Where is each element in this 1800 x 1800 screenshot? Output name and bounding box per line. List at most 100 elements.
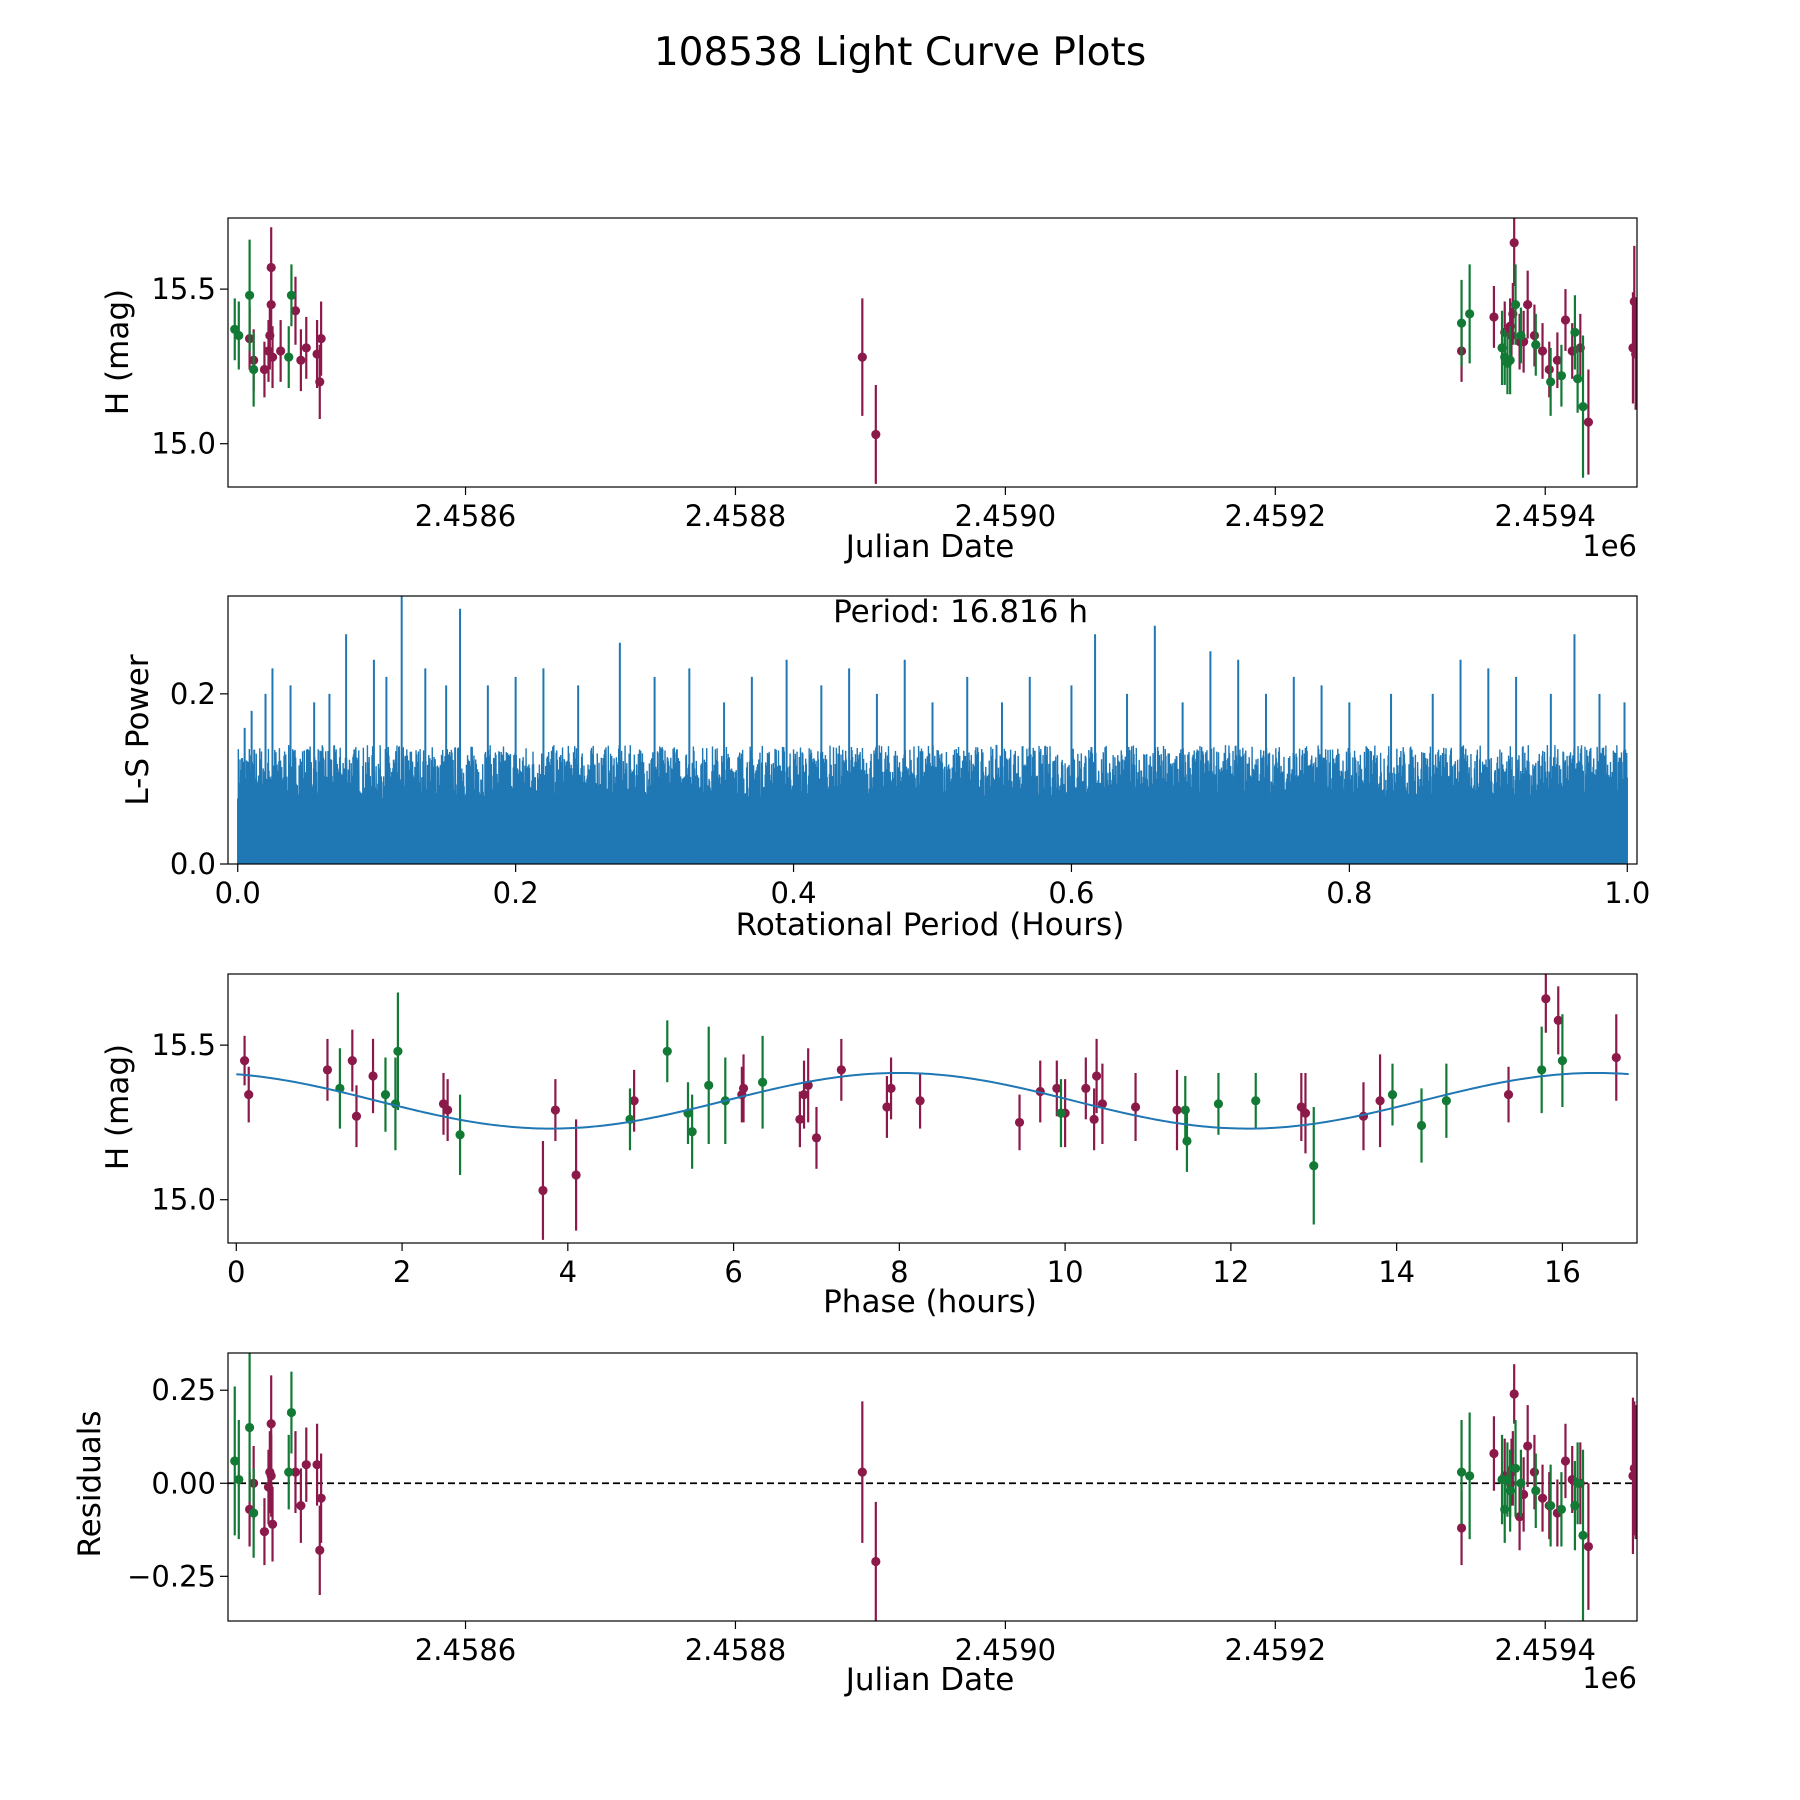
- phased-point: [1056, 1108, 1066, 1118]
- residuals-point: [1560, 1456, 1571, 1466]
- lightcurve-point: [234, 330, 244, 341]
- lightcurve-point: [249, 364, 259, 375]
- residuals-point: [234, 1474, 244, 1485]
- phased-point: [455, 1130, 465, 1140]
- lightcurve-point: [316, 333, 326, 344]
- phased-point: [1387, 1089, 1398, 1100]
- residuals-ytick-label: 0.25: [151, 1373, 216, 1407]
- phased-point: [347, 1055, 357, 1066]
- lightcurve-xtick-label: 2.4594: [1494, 499, 1595, 533]
- phased-point: [1180, 1105, 1190, 1115]
- phased-point: [1052, 1083, 1062, 1094]
- lightcurve-point: [266, 299, 276, 310]
- phased-point: [393, 1046, 403, 1056]
- residuals-ytick-label: −0.25: [127, 1559, 216, 1593]
- lightcurve-xtick-label: 2.4586: [415, 499, 516, 533]
- phased-point: [1611, 1052, 1621, 1063]
- phased-point: [1537, 1065, 1547, 1075]
- lightcurve-xtick-label: 2.4592: [1225, 499, 1326, 533]
- lightcurve-point: [266, 262, 276, 273]
- residuals-point: [1465, 1471, 1475, 1481]
- phased-point: [1014, 1117, 1025, 1128]
- phased-point: [1182, 1136, 1192, 1146]
- lightcurve-point: [1552, 355, 1562, 365]
- lightcurve-point: [1583, 417, 1594, 427]
- residuals-point: [249, 1508, 259, 1518]
- phased-xtick-label: 8: [890, 1255, 908, 1289]
- residuals-point: [1573, 1478, 1583, 1488]
- periodogram-xlabel: Rotational Period (Hours): [736, 907, 1125, 943]
- phased-point: [1541, 994, 1551, 1004]
- phased-ytick-label: 15.5: [151, 1028, 216, 1062]
- lightcurve-point: [1560, 315, 1571, 325]
- residuals-point: [244, 1422, 255, 1433]
- phased-point: [738, 1083, 749, 1094]
- residuals-point: [857, 1467, 867, 1477]
- lightcurve-point: [1570, 327, 1580, 338]
- lightcurve-point: [315, 377, 325, 387]
- lightcurve-point: [1531, 340, 1541, 350]
- phased-point: [351, 1111, 362, 1121]
- lightcurve-panel: Julian Date H (mag) 1e6 2.4586 2.4588 2.45…: [100, 217, 1638, 565]
- phased-point: [1130, 1102, 1141, 1112]
- lightcurve-point: [1578, 402, 1588, 412]
- residuals-point: [312, 1460, 322, 1470]
- residuals-point: [1509, 1389, 1519, 1399]
- residuals-ytick-label: 0.00: [151, 1466, 216, 1500]
- periodogram-xtick-label: 0.4: [770, 876, 816, 910]
- residuals-point: [1516, 1478, 1526, 1488]
- figure-title: 108538 Light Curve Plots: [654, 30, 1146, 75]
- phased-point: [244, 1089, 254, 1100]
- phased-xtick-label: 0: [227, 1255, 245, 1289]
- lightcurve-point: [290, 306, 301, 316]
- lightcurve-point: [1631, 349, 1637, 359]
- residuals-point: [290, 1467, 301, 1477]
- lightcurve-plot-frame: [227, 217, 1638, 488]
- lightcurve-point: [1573, 374, 1583, 384]
- residuals-point: [315, 1545, 325, 1555]
- residuals-point: [1546, 1501, 1556, 1511]
- lightcurve-point: [1510, 299, 1521, 310]
- phased-point: [322, 1065, 333, 1075]
- residuals-point: [301, 1460, 311, 1470]
- phased-point: [662, 1046, 672, 1056]
- periodogram-xtick-label: 0.0: [215, 876, 261, 910]
- phased-point: [886, 1083, 896, 1094]
- phased-point: [1503, 1089, 1514, 1100]
- period-annotation: Period: 16.816 h: [833, 594, 1088, 630]
- residuals-point: [1456, 1467, 1467, 1477]
- residuals-point: [1537, 1493, 1548, 1503]
- phased-point: [1309, 1161, 1319, 1171]
- phased-point: [1097, 1099, 1108, 1109]
- residuals-xtick-label: 2.4592: [1225, 1633, 1326, 1667]
- lightcurve-ylabel: H (mag): [100, 289, 136, 415]
- lightcurve-point: [1537, 346, 1548, 356]
- residuals-point: [1489, 1448, 1499, 1459]
- phased-point: [811, 1133, 822, 1143]
- residuals-xtick-label: 2.4586: [415, 1633, 516, 1667]
- phased-point: [1557, 1055, 1568, 1066]
- phased-point: [757, 1077, 768, 1087]
- lightcurve-point: [1465, 309, 1475, 319]
- residuals-plot-frame: [227, 1352, 1638, 1622]
- phased-point: [1375, 1096, 1385, 1106]
- periodogram-xtick-label: 1.0: [1604, 876, 1650, 910]
- phased-point: [1081, 1083, 1091, 1094]
- periodogram-panel: Rotational Period (Hours) L-S Power Peri…: [120, 594, 1650, 943]
- phased-point: [239, 1055, 250, 1066]
- phased-xtick-label: 2: [393, 1255, 411, 1289]
- residuals-point: [266, 1471, 276, 1481]
- lightcurve-ytick-label: 15.5: [151, 272, 216, 306]
- lightcurve-point: [259, 364, 270, 375]
- phased-fit-curve: [236, 1071, 1629, 1130]
- lightcurve-point: [1505, 355, 1515, 365]
- lightcurve-points: [230, 218, 1637, 484]
- periodogram-xtick-label: 0.2: [493, 876, 539, 910]
- periodogram-ytick-label: 0.2: [170, 677, 216, 711]
- lightcurve-point: [1523, 299, 1533, 310]
- phased-point: [380, 1089, 391, 1100]
- residuals-point: [286, 1407, 297, 1418]
- phased-point: [836, 1065, 846, 1075]
- lightcurve-ytick-label: 15.0: [151, 427, 216, 461]
- residuals-point: [284, 1467, 294, 1477]
